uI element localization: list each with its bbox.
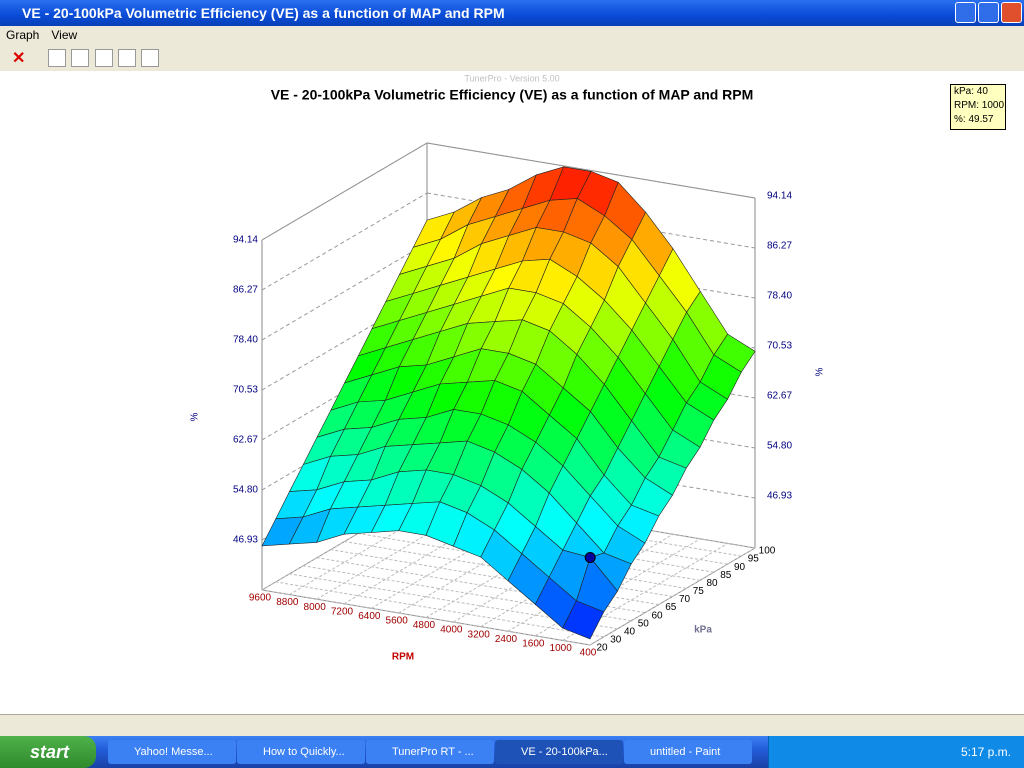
kpa-tick-label: 20 xyxy=(596,643,608,654)
rpm-tick-label: 3200 xyxy=(468,629,491,640)
rpm-tick-label: 7200 xyxy=(331,606,354,617)
kpa-tick-label: 85 xyxy=(720,570,732,581)
surface-cell xyxy=(562,600,605,640)
rpm-tick-label: 6400 xyxy=(358,611,381,622)
wall-grid-line xyxy=(261,392,428,491)
window-buttons[interactable] xyxy=(953,2,1022,31)
z-tick-label: 46.93 xyxy=(233,535,258,546)
minimize[interactable] xyxy=(955,2,976,23)
box-edge xyxy=(426,142,756,199)
maximize[interactable] xyxy=(978,2,999,23)
clock: 5:17 p.m. xyxy=(960,745,1011,759)
kpa-tick-label: 70 xyxy=(679,594,691,605)
wall-grid-line xyxy=(261,142,428,241)
kpa-tick-label: 30 xyxy=(610,635,622,646)
z-tick-label: 78.40 xyxy=(767,291,792,302)
z-axis-label: % xyxy=(815,367,826,376)
taskbar: start Yahoo! Messe... How to Quickly... … xyxy=(0,736,1024,768)
z-tick-label: 54.80 xyxy=(233,485,258,496)
kpa-tick-label: 95 xyxy=(748,554,760,565)
tooltip-line: %: 49.57 xyxy=(954,114,994,125)
x-axis-label: RPM xyxy=(392,652,414,663)
z-tick-label: 62.67 xyxy=(233,435,258,446)
wall-grid-line xyxy=(261,192,428,291)
z-tick-label: 54.80 xyxy=(767,441,792,452)
kpa-tick-label: 80 xyxy=(706,578,718,589)
status-bar xyxy=(0,714,1024,736)
z-tick-label: 62.67 xyxy=(767,391,792,402)
rpm-tick-label: 4000 xyxy=(440,625,463,636)
tooltip-line: RPM: 1000 xyxy=(954,100,1005,111)
rpm-tick-label: 8000 xyxy=(304,602,327,613)
tool-button[interactable] xyxy=(141,49,159,67)
kpa-tick-label: 40 xyxy=(624,626,636,637)
tool-button[interactable] xyxy=(48,49,66,67)
chart-title: VE - 20-100kPa Volumetric Efficiency (VE… xyxy=(271,87,754,103)
rpm-tick-label: 9600 xyxy=(249,593,272,604)
tooltip: kPa: 40 RPM: 1000 %: 49.57 xyxy=(950,84,1006,130)
z-axis-label: % xyxy=(190,412,201,421)
floor-grid-line xyxy=(289,497,455,596)
rpm-tick-label: 1600 xyxy=(522,638,545,649)
kpa-tick-label: 75 xyxy=(693,586,705,597)
menu-bar: Graph View xyxy=(0,26,1024,44)
window-title: VE - 20-100kPa Volumetric Efficiency (VE… xyxy=(22,5,505,21)
cursor-point xyxy=(584,551,596,563)
floor-grid-line xyxy=(398,515,564,614)
tool-button[interactable] xyxy=(118,49,136,67)
kpa-tick-label: 50 xyxy=(638,618,650,629)
toolbar: ✕ xyxy=(0,44,1024,72)
z-tick-label: 94.14 xyxy=(767,191,792,202)
menu-item[interactable]: View xyxy=(51,28,78,42)
z-tick-label: 70.53 xyxy=(767,341,792,352)
wall-grid-line xyxy=(261,292,428,391)
tool-button[interactable] xyxy=(95,49,113,67)
menu-item[interactable]: Graph xyxy=(6,28,40,42)
close-graph-button[interactable]: ✕ xyxy=(12,50,26,67)
watermark: TunerPro - Version 5.00 xyxy=(464,73,559,83)
floor-grid-line xyxy=(275,581,604,638)
task-button[interactable]: Yahoo! Messe... xyxy=(108,740,236,764)
wall-grid-line xyxy=(261,342,428,441)
task-button[interactable]: untitled - Paint xyxy=(624,740,752,764)
tool-button[interactable] xyxy=(71,49,89,67)
z-tick-label: 70.53 xyxy=(233,385,258,396)
z-tick-label: 78.40 xyxy=(233,335,258,346)
rpm-tick-label: 4800 xyxy=(413,620,436,631)
system-tray: 5:17 p.m. xyxy=(768,736,1024,768)
z-tick-label: 86.27 xyxy=(767,241,792,252)
task-button[interactable]: VE - 20-100kPa... xyxy=(495,740,623,764)
kpa-tick-label: 90 xyxy=(734,562,746,573)
kpa-tick-label: 100 xyxy=(759,546,776,557)
title-bar: VE - 20-100kPa Volumetric Efficiency (VE… xyxy=(0,0,1024,26)
rpm-tick-label: 1000 xyxy=(550,643,573,654)
task-button[interactable]: TunerPro RT - ... xyxy=(366,740,494,764)
kpa-tick-label: 60 xyxy=(651,610,663,621)
floor-grid-line xyxy=(261,589,591,646)
floor-grid-line xyxy=(343,506,510,605)
rpm-tick-label: 5600 xyxy=(386,616,409,627)
wall-grid-line xyxy=(261,242,428,341)
rpm-tick-label: 8800 xyxy=(276,597,299,608)
z-tick-label: 86.27 xyxy=(233,285,258,296)
kpa-tick-label: 65 xyxy=(665,602,677,613)
start-button[interactable]: start xyxy=(0,736,96,768)
z-tick-label: 94.14 xyxy=(233,235,258,246)
y-axis-label: kPa xyxy=(694,625,712,636)
tooltip-line: kPa: 40 xyxy=(954,86,988,97)
task-button[interactable]: How to Quickly... xyxy=(237,740,365,764)
rpm-tick-label: 400 xyxy=(580,648,597,659)
close[interactable] xyxy=(1001,2,1022,23)
rpm-tick-label: 2400 xyxy=(495,634,518,645)
z-tick-label: 46.93 xyxy=(767,491,792,502)
